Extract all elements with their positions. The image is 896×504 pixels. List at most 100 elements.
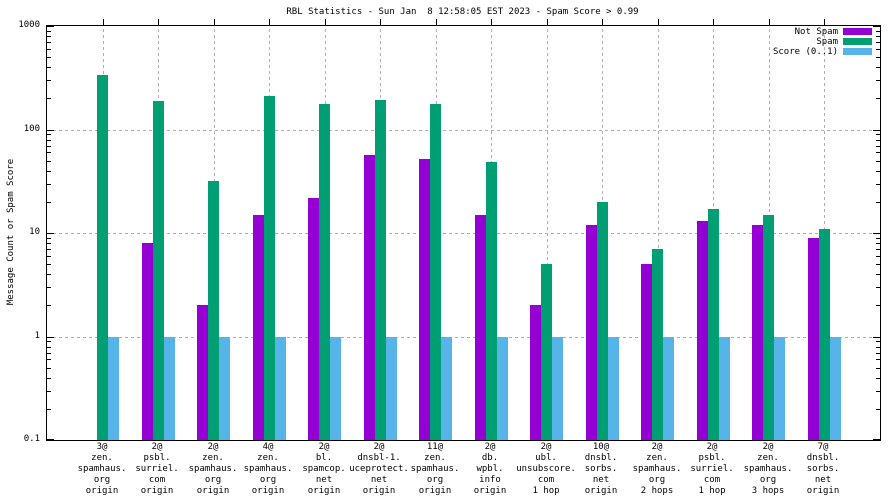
bar-spam — [264, 96, 275, 440]
y-tick-minor — [47, 80, 51, 81]
legend-swatch-score — [843, 48, 872, 55]
bar-not-spam — [308, 198, 319, 440]
bar-not-spam — [641, 264, 652, 440]
y-tick-minor — [47, 36, 51, 37]
bar-not-spam — [752, 225, 763, 440]
y-tick-minor — [47, 31, 51, 32]
y-tick-minor — [47, 243, 51, 244]
y-tick-label: 1 — [34, 331, 40, 341]
bar-score-0-1 — [330, 337, 341, 440]
y-tick-major — [873, 130, 880, 131]
y-tick-minor — [47, 57, 51, 58]
bar-not-spam — [586, 225, 597, 440]
bar-not-spam — [697, 221, 708, 440]
y-tick-minor — [876, 49, 880, 50]
y-tick-major — [47, 130, 54, 131]
bar-not-spam — [364, 155, 375, 440]
x-category-label: 2@ dnsbl-1. uceprotect. net origin — [349, 442, 409, 496]
y-tick-major — [873, 233, 880, 234]
legend-label-score: Score (0..1) — [772, 46, 838, 57]
x-tick — [214, 19, 215, 25]
y-tick-minor — [876, 140, 880, 141]
x-category-label: 2@ zen. spamhaus. org 2 hops — [632, 442, 682, 496]
bar-not-spam — [253, 215, 264, 440]
x-tick — [713, 19, 714, 25]
y-tick-minor — [47, 146, 51, 147]
y-tick-minor — [876, 152, 880, 153]
y-tick-major — [47, 337, 54, 338]
x-category-label: 7@ dnsbl. sorbs. net origin — [806, 442, 840, 496]
y-tick-minor — [47, 171, 51, 172]
bar-spam — [486, 162, 497, 440]
y-tick-minor — [47, 391, 51, 392]
legend-swatch-spam — [843, 38, 872, 45]
y-tick-minor — [47, 359, 51, 360]
y-tick-minor — [47, 238, 51, 239]
y-tick-minor — [876, 274, 880, 275]
y-gridline — [47, 337, 880, 338]
x-tick — [491, 19, 492, 25]
bar-score-0-1 — [219, 337, 230, 440]
bar-score-0-1 — [663, 337, 674, 440]
y-tick-minor — [47, 134, 51, 135]
y-tick-minor — [47, 305, 51, 306]
y-tick-minor — [47, 353, 51, 354]
y-tick-minor — [876, 202, 880, 203]
y-tick-minor — [47, 256, 51, 257]
bar-score-0-1 — [774, 337, 785, 440]
x-category-label: 2@ zen. spamhaus. org 3 hops — [743, 442, 793, 496]
y-gridline — [47, 130, 880, 131]
y-tick-minor — [876, 256, 880, 257]
y-tick-minor — [876, 243, 880, 244]
y-tick-minor — [876, 249, 880, 250]
legend-row-not-spam: Not Spam — [795, 27, 872, 37]
x-category-label: 3@ zen. spamhaus. org origin — [77, 442, 127, 496]
y-tick-minor — [876, 287, 880, 288]
y-tick-major — [47, 233, 54, 234]
chart-title: RBL Statistics - Sun Jan 8 12:58:05 EST … — [286, 7, 639, 17]
legend-row-spam: Spam — [816, 36, 872, 47]
y-tick-label: 10 — [29, 227, 40, 237]
y-tick-minor — [47, 152, 51, 153]
x-category-label: 2@ db. wpbl. info origin — [473, 442, 507, 496]
y-tick-minor — [876, 36, 880, 37]
y-tick-minor — [876, 134, 880, 135]
y-tick-minor — [876, 368, 880, 369]
x-tick — [824, 19, 825, 25]
x-tick — [103, 19, 104, 25]
y-tick-minor — [876, 80, 880, 81]
bar-score-0-1 — [830, 337, 841, 440]
y-tick-minor — [876, 391, 880, 392]
y-tick-minor — [876, 347, 880, 348]
x-tick — [769, 19, 770, 25]
y-tick-minor — [876, 264, 880, 265]
bar-score-0-1 — [441, 337, 452, 440]
y-tick-minor — [47, 202, 51, 203]
x-tick — [158, 19, 159, 25]
x-category-label: 2@ ubl. unsubscore. com 1 hop — [516, 442, 576, 496]
bar-not-spam — [530, 305, 541, 440]
legend-row-score: Score (0..1) — [772, 46, 872, 57]
x-tick — [547, 19, 548, 25]
y-tick-major — [873, 26, 880, 27]
y-tick-minor — [47, 161, 51, 162]
bar-score-0-1 — [608, 337, 619, 440]
y-tick-minor — [876, 31, 880, 32]
y-tick-label: 0.1 — [23, 434, 40, 444]
x-category-label: 10@ dnsbl. sorbs. net origin — [584, 442, 618, 496]
y-tick-label: 100 — [23, 124, 40, 134]
x-category-label: 2@ psbl. surriel. com 1 hop — [690, 442, 734, 496]
bar-spam — [597, 202, 608, 440]
y-tick-minor — [47, 67, 51, 68]
bar-not-spam — [419, 159, 430, 440]
y-tick-minor — [876, 341, 880, 342]
bar-score-0-1 — [164, 337, 175, 440]
legend-label-spam: Spam — [816, 36, 838, 47]
y-tick-minor — [47, 184, 51, 185]
y-tick-minor — [876, 238, 880, 239]
y-tick-minor — [876, 57, 880, 58]
y-tick-minor — [876, 42, 880, 43]
x-category-label: 2@ bl. spamcop. net origin — [302, 442, 346, 496]
y-gridline — [47, 233, 880, 234]
